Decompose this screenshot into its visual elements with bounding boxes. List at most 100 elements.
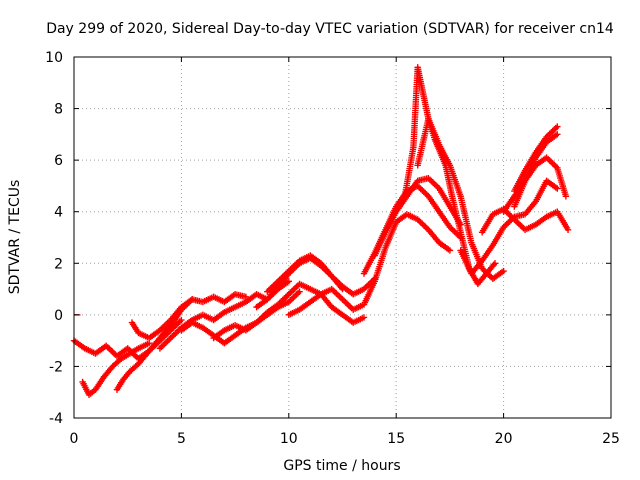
data-point	[339, 296, 346, 303]
data-point	[514, 219, 521, 226]
data-point	[422, 190, 429, 197]
data-series	[511, 131, 561, 210]
data-point	[336, 293, 343, 300]
data-point	[432, 182, 440, 189]
x-axis: 0 5 10 15 20 25	[70, 57, 620, 447]
data-point	[446, 247, 454, 254]
data-point	[429, 179, 437, 186]
data-point	[419, 220, 426, 228]
data-point	[172, 330, 179, 337]
data-point	[426, 176, 434, 183]
data-point	[330, 287, 337, 294]
x-tick-label: 15	[387, 431, 405, 447]
data-point	[417, 219, 424, 226]
data-point	[549, 160, 556, 167]
x-tick-label: 5	[177, 431, 186, 447]
data-point	[554, 185, 561, 192]
data-series	[210, 280, 368, 342]
data-point	[564, 226, 572, 233]
data-point	[285, 291, 292, 298]
data-point	[109, 348, 116, 355]
data-point	[500, 267, 507, 275]
data-series	[113, 296, 196, 393]
data-point	[104, 344, 111, 351]
data-point	[337, 294, 345, 302]
data-point	[288, 295, 296, 303]
data-point	[168, 333, 176, 340]
x-axis-label: GPS time / hours	[283, 458, 400, 474]
data-point	[164, 337, 171, 345]
data-point	[551, 161, 558, 169]
data-point	[333, 290, 340, 297]
data-point	[340, 297, 348, 305]
data-point	[293, 291, 300, 298]
data-point	[165, 336, 173, 343]
data-point	[451, 228, 458, 235]
data-point	[339, 285, 346, 293]
data-point	[156, 345, 164, 352]
data-point	[282, 293, 289, 301]
data-point	[107, 347, 115, 354]
data-point	[554, 123, 561, 130]
data-point	[291, 285, 299, 292]
data-point	[178, 316, 185, 324]
data-point	[290, 294, 297, 301]
data-point	[552, 124, 559, 132]
data-point	[422, 223, 429, 231]
plot-frame	[73, 56, 612, 419]
x-tick-label: 20	[495, 431, 513, 447]
chart-title: Day 299 of 2020, Sidereal Day-to-day VTE…	[46, 21, 614, 37]
data-point	[544, 155, 552, 163]
data-series	[478, 205, 572, 236]
data-point	[345, 302, 352, 309]
data-point	[549, 127, 556, 135]
data-series	[79, 340, 153, 398]
data-point	[290, 286, 297, 294]
data-point	[167, 334, 174, 342]
y-tick-label: 0	[54, 308, 63, 324]
data-point	[162, 339, 170, 346]
data-point	[551, 126, 558, 133]
data-point	[161, 340, 168, 348]
data-point	[554, 131, 561, 138]
data-point	[170, 331, 177, 339]
y-axis: -4 -2 0 2 4 6 8 10	[45, 50, 611, 427]
data-series	[285, 211, 454, 319]
y-axis-label: SDTVAR / TECUs	[7, 180, 23, 295]
data-point	[158, 343, 165, 351]
data-point	[547, 158, 555, 166]
data-point	[159, 342, 167, 349]
data-point	[360, 314, 368, 321]
data-series	[264, 252, 346, 295]
y-tick-label: -4	[49, 411, 63, 427]
data-point	[515, 220, 523, 228]
data-point	[343, 300, 351, 308]
data-series	[360, 182, 464, 277]
y-tick-label: -2	[49, 359, 63, 375]
data-series	[128, 291, 250, 342]
y-tick-label: 4	[54, 205, 63, 221]
data-point	[334, 291, 342, 299]
data-point	[363, 282, 371, 290]
data-point	[285, 278, 292, 285]
data-point	[287, 289, 294, 296]
data-point	[342, 299, 349, 306]
x-tick-label: 0	[70, 431, 79, 447]
y-tick-label: 10	[45, 50, 63, 66]
data-point	[449, 226, 457, 234]
x-tick-label: 10	[280, 431, 298, 447]
data-point	[284, 292, 291, 299]
data-point	[420, 188, 428, 196]
data-series	[414, 115, 507, 282]
data-point	[419, 187, 426, 194]
data-point	[288, 288, 296, 295]
y-tick-label: 6	[54, 153, 63, 169]
data-point	[505, 219, 512, 226]
data-series	[457, 177, 561, 277]
x-tick-label: 25	[602, 431, 620, 447]
data-point	[562, 193, 570, 200]
data-series	[253, 254, 378, 311]
data-point	[420, 222, 428, 229]
data-point	[547, 129, 555, 136]
